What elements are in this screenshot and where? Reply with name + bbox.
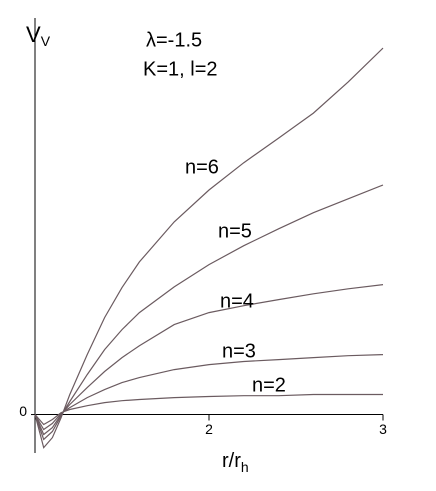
series-line [34,184,384,441]
series-line [34,284,384,436]
series-line [34,393,383,426]
series-label: n=6 [185,156,219,178]
series-label: n=2 [252,374,286,396]
x-label-sub: h [241,459,249,475]
y-axis-label: VV [26,22,51,49]
series-line [34,354,384,431]
y-label-sub: V [41,33,51,49]
series-label: n=4 [220,290,254,312]
series-label: n=5 [218,220,252,242]
x-tick-label: 3 [379,421,387,437]
x-tick-label: 2 [205,421,213,437]
x-label-main: r/r [222,450,241,472]
y-tick-label: 0 [19,403,27,419]
series-line [34,47,384,449]
y-label-main: V [26,22,41,47]
chart-title: λ=-1.5 [146,29,202,51]
series-label: n=3 [222,340,256,362]
chart-subtitle: K=1, l=2 [143,58,218,80]
x-axis-label: r/rh [222,450,249,474]
